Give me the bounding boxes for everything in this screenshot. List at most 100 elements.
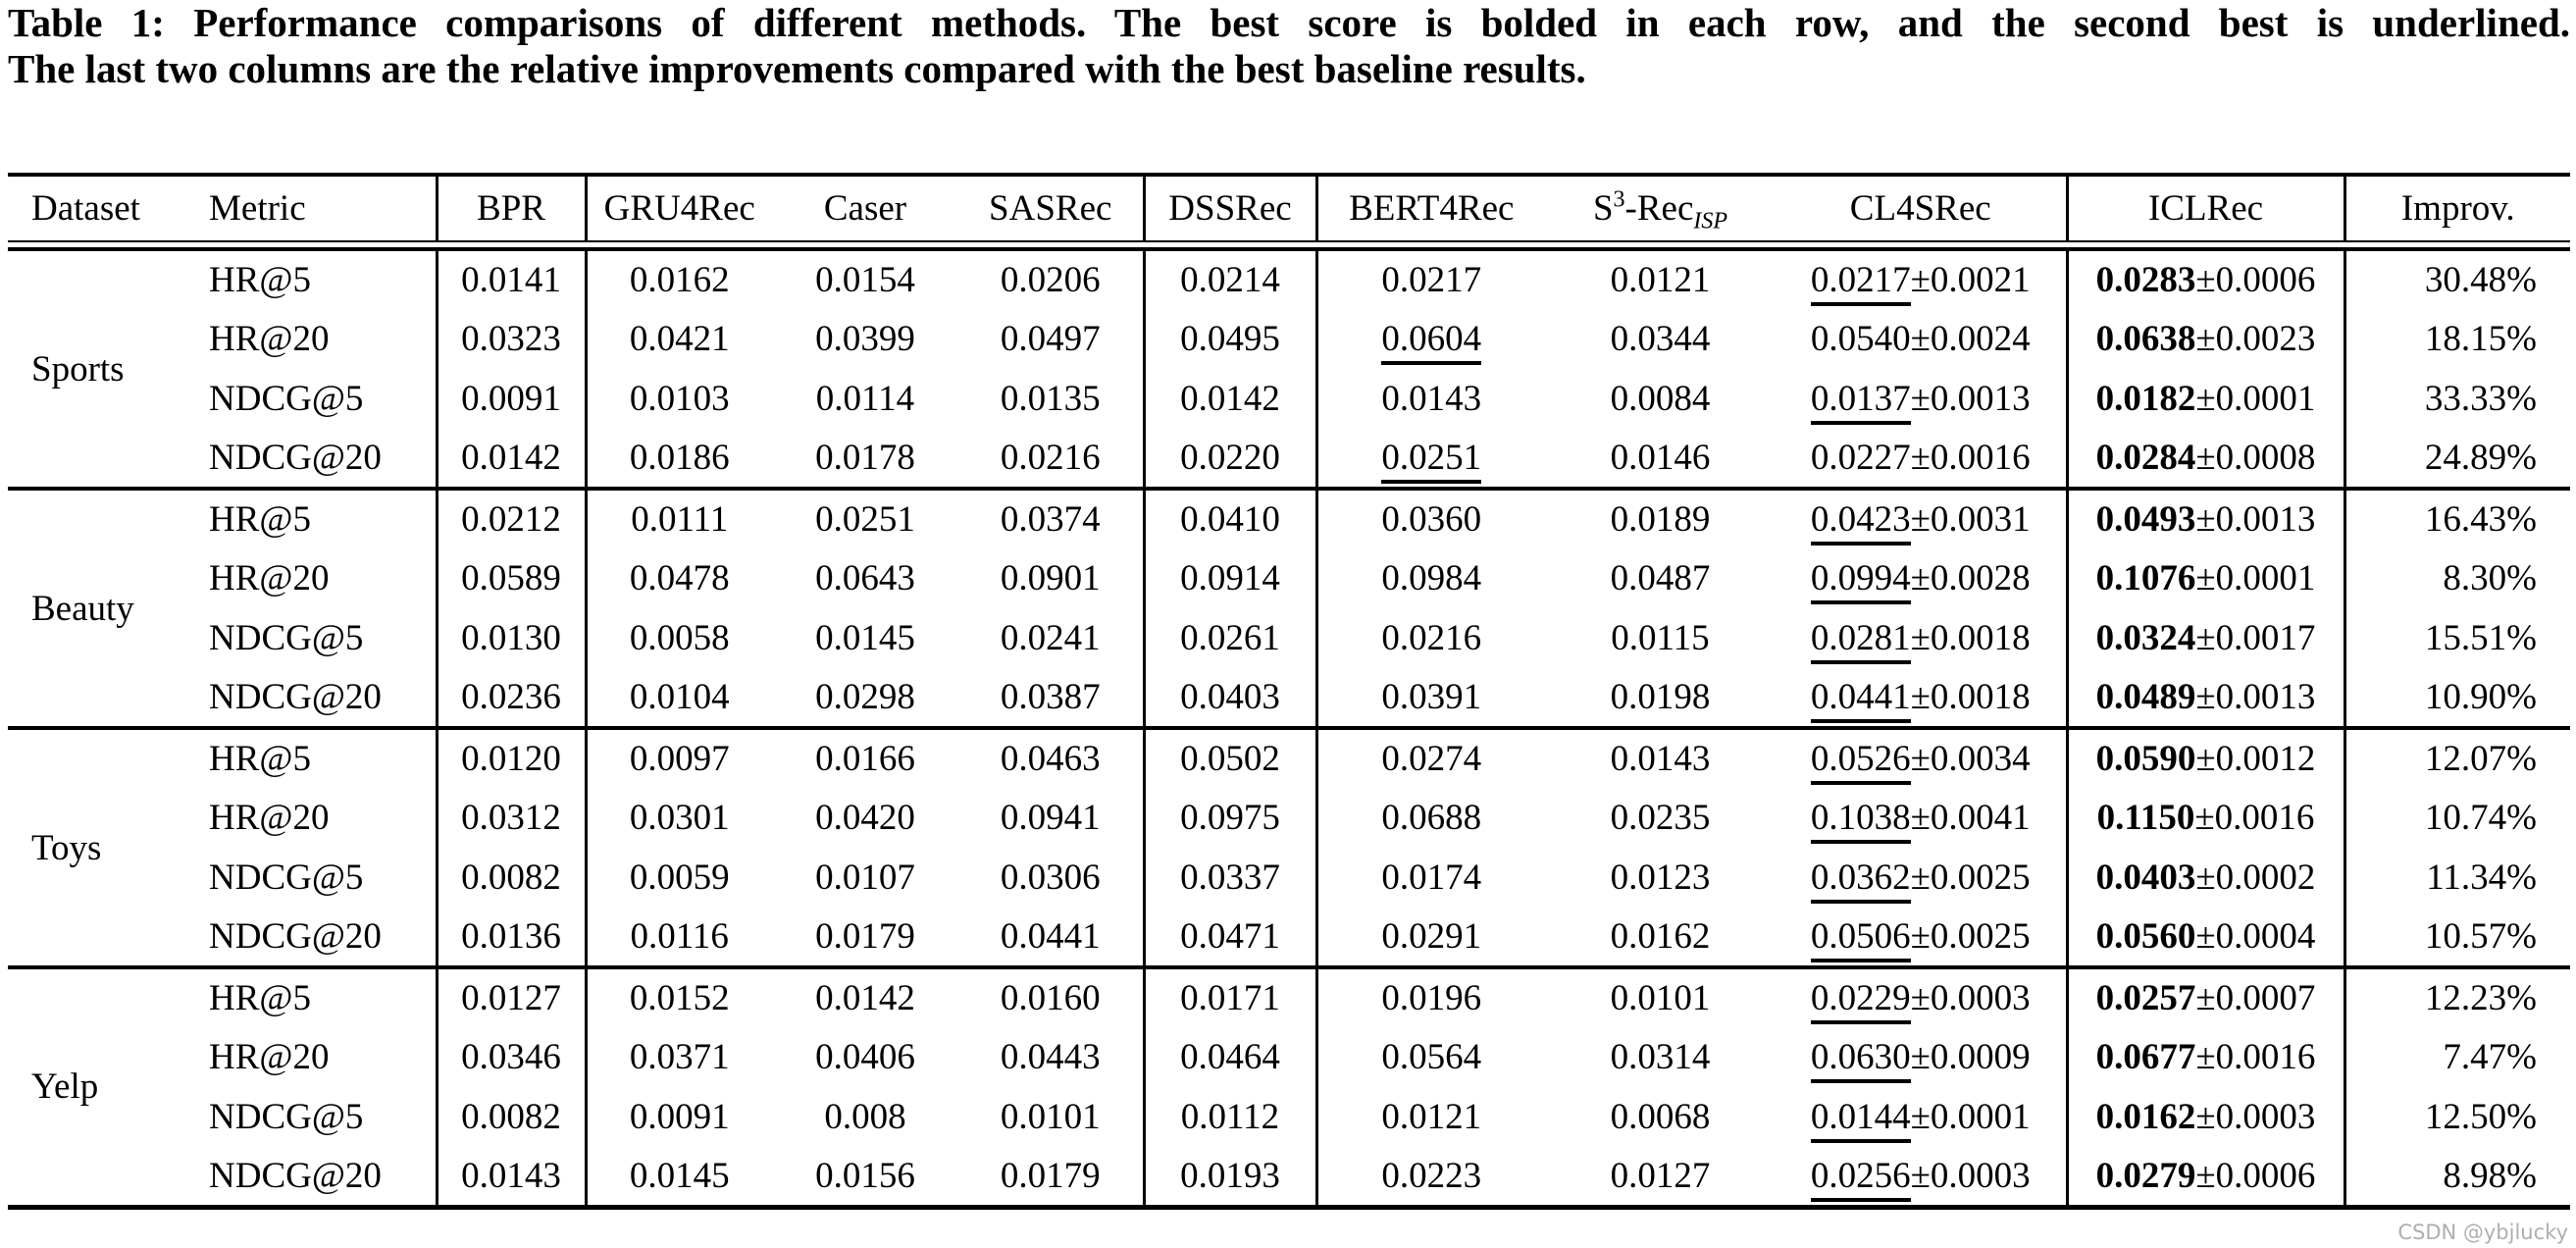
metric-label: HR@5 — [209, 978, 311, 1018]
iclrec-stddev: ±0.0016 — [2195, 1037, 2316, 1077]
bert4rec-value-cell: 0.0360 — [1314, 489, 1545, 548]
cl4srec-stddev: ±0.0016 — [1910, 438, 2031, 478]
sasrec-value-cell: 0.0941 — [1000, 798, 1101, 838]
s3rec-value-cell: 0.0123 — [1610, 858, 1711, 898]
gru4rec-value-cell: 0.0371 — [584, 1027, 772, 1087]
header-double-rule — [8, 240, 2570, 249]
cl4srec-stddev: ±0.0018 — [1910, 618, 2031, 658]
bpr-value-cell: 0.0236 — [435, 668, 586, 728]
iclrec-stddev: ±0.0016 — [2194, 798, 2315, 838]
s3rec-value-cell: 0.0198 — [1610, 677, 1711, 717]
cl4srec-value-cell: 0.0362±0.0025 — [1776, 848, 2067, 908]
metric-label: HR@20 — [209, 798, 330, 838]
bert4rec-main-value: 0.0604 — [1381, 319, 1482, 365]
dssrec-value-cell: 0.0112 — [1142, 1087, 1316, 1147]
caser-value-cell: 0.0298 — [815, 677, 915, 717]
bert4rec-value-cell: 0.0291 — [1314, 908, 1545, 967]
table-row: HR@20 0.0346 0.0371 0.0406 0.0443 0.0464 0.056… — [8, 1027, 2570, 1087]
cl4srec-main-value: 0.0227 — [1810, 438, 1911, 478]
cl4srec-main-value: 0.0229 — [1810, 978, 1911, 1024]
cl4srec-main-value: 0.0526 — [1810, 739, 1911, 785]
sasrec-value-cell: 0.0306 — [1000, 858, 1101, 898]
sasrec-value-cell: 0.0463 — [1000, 739, 1101, 779]
col-header-s3rec: S3-RecISP — [1545, 175, 1776, 241]
cl4srec-value-cell: 0.0441±0.0018 — [1776, 668, 2067, 728]
metric-label: NDCG@5 — [209, 618, 364, 658]
iclrec-main-value: 0.0257 — [2095, 978, 2196, 1018]
cl4srec-stddev: ±0.0025 — [1910, 916, 2031, 957]
dssrec-value-cell: 0.0261 — [1142, 608, 1316, 668]
bert4rec-value-cell: 0.0391 — [1314, 668, 1545, 728]
cl4srec-main-value: 0.0362 — [1810, 858, 1911, 904]
bert4rec-value-cell: 0.0174 — [1314, 848, 1545, 908]
s3rec-value-cell: 0.0084 — [1610, 379, 1711, 419]
iclrec-main-value: 0.0560 — [2095, 916, 2196, 957]
dataset-block-beauty: Beauty HR@5 0.0212 0.0111 0.0251 0.0374 0.0410… — [8, 489, 2570, 728]
table-row: HR@20 0.0323 0.0421 0.0399 0.0497 0.0495 0.060… — [8, 309, 2570, 369]
table-row: HR@20 0.0589 0.0478 0.0643 0.0901 0.0914 0.098… — [8, 548, 2570, 608]
metric-label: NDCG@20 — [209, 1155, 382, 1196]
cl4srec-value-cell: 0.0229±0.0003 — [1776, 967, 2067, 1027]
dssrec-value-cell: 0.0142 — [1142, 369, 1316, 429]
iclrec-stddev: ±0.0001 — [2195, 379, 2316, 419]
improv-value-cell: 10.90% — [2343, 668, 2570, 728]
table-row: NDCG@20 0.0236 0.0104 0.0298 0.0387 0.0403 0.0… — [8, 668, 2570, 728]
improv-value-cell: 30.48% — [2343, 249, 2570, 309]
caser-value-cell: 0.0420 — [815, 798, 915, 838]
col-header-bpr: BPR — [435, 175, 586, 241]
dataset-block-toys: Toys HR@5 0.0120 0.0097 0.0166 0.0463 0.0502 0.… — [8, 728, 2570, 967]
caser-value-cell: 0.0107 — [815, 858, 915, 898]
cl4srec-value-cell: 0.0423±0.0031 — [1776, 489, 2067, 548]
s3rec-base: S — [1592, 188, 1614, 229]
cl4srec-stddev: ±0.0031 — [1910, 499, 2031, 540]
iclrec-value-cell: 0.0403±0.0002 — [2065, 848, 2344, 908]
dssrec-value-cell: 0.0464 — [1142, 1027, 1316, 1087]
bpr-value-cell: 0.0589 — [435, 548, 586, 608]
bpr-value-cell: 0.0143 — [435, 1147, 586, 1207]
caser-value-cell: 0.0179 — [815, 916, 915, 957]
s3rec-value-cell: 0.0115 — [1611, 618, 1710, 658]
iclrec-stddev: ±0.0003 — [2195, 1097, 2316, 1137]
bert4rec-value-cell: 0.0196 — [1314, 967, 1545, 1027]
bpr-value-cell: 0.0323 — [435, 309, 586, 369]
results-table: Dataset Metric BPR GRU4Rec Caser SASRec … — [8, 173, 2570, 1210]
cl4srec-stddev: ±0.0001 — [1910, 1097, 2031, 1137]
bpr-value-cell: 0.0312 — [435, 788, 586, 848]
iclrec-value-cell: 0.0182±0.0001 — [2065, 369, 2344, 429]
table-row: NDCG@20 0.0136 0.0116 0.0179 0.0441 0.0471 0.0… — [8, 908, 2570, 967]
improv-value-cell: 16.43% — [2343, 489, 2570, 548]
sasrec-value-cell: 0.0441 — [1000, 916, 1101, 957]
improv-value-cell: 10.74% — [2343, 788, 2570, 848]
improv-value-cell: 12.50% — [2343, 1087, 2570, 1147]
bpr-value-cell: 0.0136 — [435, 908, 586, 967]
caser-value-cell: 0.0643 — [815, 558, 915, 598]
table-row: NDCG@5 0.0091 0.0103 0.0114 0.0135 0.0142 0.01… — [8, 369, 2570, 429]
iclrec-value-cell: 0.0162±0.0003 — [2065, 1087, 2344, 1147]
s3rec-value-cell: 0.0121 — [1610, 260, 1711, 300]
s3rec-value-cell: 0.0487 — [1610, 558, 1711, 598]
table-row: NDCG@20 0.0142 0.0186 0.0178 0.0216 0.0220 0.0… — [8, 429, 2570, 489]
iclrec-stddev: ±0.0013 — [2195, 499, 2316, 540]
bert4rec-value-cell: 0.0274 — [1314, 728, 1545, 788]
iclrec-stddev: ±0.0002 — [2195, 858, 2316, 898]
iclrec-main-value: 0.0638 — [2095, 319, 2196, 359]
dssrec-value-cell: 0.0495 — [1142, 309, 1316, 369]
metric-label: NDCG@5 — [209, 379, 364, 419]
iclrec-value-cell: 0.0590±0.0012 — [2065, 728, 2344, 788]
iclrec-value-cell: 0.0638±0.0023 — [2065, 309, 2344, 369]
caser-value-cell: 0.0251 — [815, 499, 915, 540]
watermark: CSDN @ybjlucky — [2397, 1221, 2568, 1244]
cl4srec-stddev: ±0.0013 — [1910, 379, 2031, 419]
cl4srec-main-value: 0.0281 — [1810, 618, 1911, 664]
bpr-value-cell: 0.0346 — [435, 1027, 586, 1087]
table-row: NDCG@5 0.0082 0.0059 0.0107 0.0306 0.0337 0.01… — [8, 848, 2570, 908]
iclrec-value-cell: 0.0279±0.0006 — [2065, 1147, 2344, 1207]
improv-value-cell: 24.89% — [2343, 429, 2570, 489]
metric-label: NDCG@20 — [209, 677, 382, 717]
gru4rec-value-cell: 0.0091 — [584, 1087, 772, 1147]
cl4srec-main-value: 0.0506 — [1810, 916, 1911, 962]
bert4rec-value-cell: 0.0143 — [1314, 369, 1545, 429]
table-row: NDCG@20 0.0143 0.0145 0.0156 0.0179 0.0193 0.0… — [8, 1147, 2570, 1207]
improv-value-cell: 15.51% — [2343, 608, 2570, 668]
sasrec-value-cell: 0.0901 — [1000, 558, 1101, 598]
